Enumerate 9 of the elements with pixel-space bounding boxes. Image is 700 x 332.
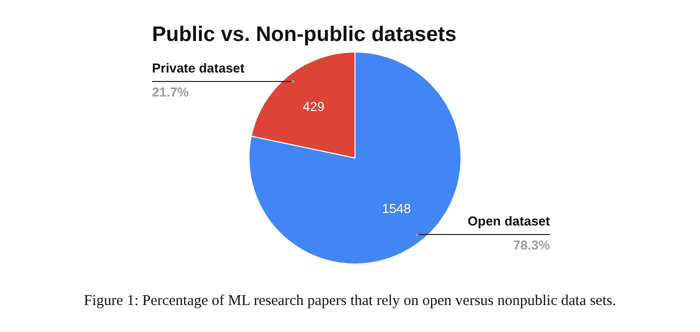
slice-label: Open dataset: [468, 214, 551, 229]
pie-slice: [248, 52, 462, 264]
slice-label: Private dataset: [152, 60, 246, 76]
caption: Figure 1: Percentage of ML research papers that rely on open versus nonpublic data sets.: [84, 293, 616, 309]
data-label: 429: [302, 98, 324, 114]
data-label: 1548: [382, 201, 411, 216]
text: 21.7%: [152, 84, 189, 100]
chart-title: Public vs. Non-public datasets: [152, 23, 457, 46]
text: 78.3%: [513, 238, 550, 253]
